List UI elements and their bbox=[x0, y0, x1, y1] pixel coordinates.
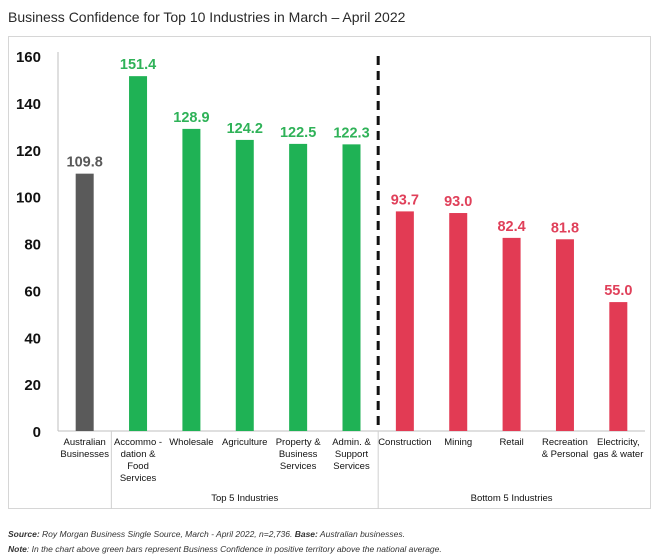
y-tick-label: 80 bbox=[24, 237, 41, 254]
chart-note: Note: In the chart above green bars repr… bbox=[8, 544, 442, 554]
category-label: Business bbox=[279, 449, 318, 460]
category-label: Retail bbox=[499, 437, 523, 448]
data-label: 122.3 bbox=[333, 125, 369, 141]
y-tick-label: 160 bbox=[16, 49, 41, 66]
category-label: Recreation bbox=[542, 437, 588, 448]
bar bbox=[235, 139, 254, 431]
bar bbox=[75, 173, 94, 431]
y-tick-label: 100 bbox=[16, 190, 41, 207]
group-label: Bottom 5 Industries bbox=[471, 493, 553, 504]
category-label: & Personal bbox=[542, 449, 588, 460]
category-label: gas & water bbox=[593, 449, 643, 460]
category-label: Food bbox=[127, 461, 149, 472]
category-label: Accommo - bbox=[114, 437, 162, 448]
bar bbox=[342, 144, 361, 431]
note-text: : In the chart above green bars represen… bbox=[26, 544, 442, 554]
bar bbox=[555, 239, 574, 431]
bar bbox=[395, 211, 414, 431]
bar bbox=[129, 76, 148, 431]
category-label: dation & bbox=[121, 449, 157, 460]
category-label: Agriculture bbox=[222, 437, 267, 448]
category-label: Mining bbox=[444, 437, 472, 448]
category-label: Wholesale bbox=[169, 437, 213, 448]
y-tick-label: 20 bbox=[24, 377, 41, 394]
category-label: Construction bbox=[378, 437, 431, 448]
category-label: Australian bbox=[64, 437, 106, 448]
data-label: 122.5 bbox=[280, 125, 316, 141]
data-label: 109.8 bbox=[67, 155, 103, 171]
data-label: 128.9 bbox=[173, 110, 209, 126]
bar bbox=[289, 143, 308, 431]
category-label: Services bbox=[120, 473, 157, 484]
y-tick-label: 40 bbox=[24, 330, 41, 347]
source-label: Source: bbox=[8, 529, 40, 539]
note-label: Note bbox=[8, 544, 27, 554]
bar bbox=[609, 302, 628, 431]
category-label: Support bbox=[335, 449, 369, 460]
data-label: 93.0 bbox=[444, 194, 472, 210]
base-text: Australian businesses. bbox=[317, 529, 405, 539]
category-label: Property & bbox=[276, 437, 322, 448]
bar-chart: 020406080100120140160109.8AustralianBusi… bbox=[16, 49, 645, 509]
group-label: Top 5 Industries bbox=[211, 493, 278, 504]
source-text: Roy Morgan Business Single Source, March… bbox=[39, 529, 295, 539]
data-label: 81.8 bbox=[551, 220, 579, 236]
data-label: 82.4 bbox=[497, 219, 525, 235]
data-label: 124.2 bbox=[227, 121, 263, 137]
category-label: Electricity, bbox=[597, 437, 640, 448]
data-label: 55.0 bbox=[604, 283, 632, 299]
chart-frame: 0 20 40 60 80 100 120 140 160 109.8 Australian Busi… bbox=[8, 36, 651, 509]
category-label: Services bbox=[333, 461, 370, 472]
chart-title: Business Confidence for Top 10 Industrie… bbox=[8, 9, 406, 25]
data-label: 93.7 bbox=[391, 192, 419, 208]
bar bbox=[449, 213, 468, 431]
category-label: Services bbox=[280, 461, 317, 472]
y-tick-label: 120 bbox=[16, 143, 41, 160]
category-label: Admin. & bbox=[332, 437, 371, 448]
data-label: 151.4 bbox=[120, 57, 156, 73]
y-tick-label: 60 bbox=[24, 283, 41, 300]
y-tick-label: 0 bbox=[33, 424, 41, 441]
category-label: Businesses bbox=[60, 449, 109, 460]
y-tick-label: 140 bbox=[16, 96, 41, 113]
bar bbox=[502, 237, 521, 431]
base-label: Base: bbox=[294, 529, 318, 539]
bar bbox=[182, 128, 201, 431]
source-note: Source: Roy Morgan Business Single Sourc… bbox=[8, 529, 405, 539]
